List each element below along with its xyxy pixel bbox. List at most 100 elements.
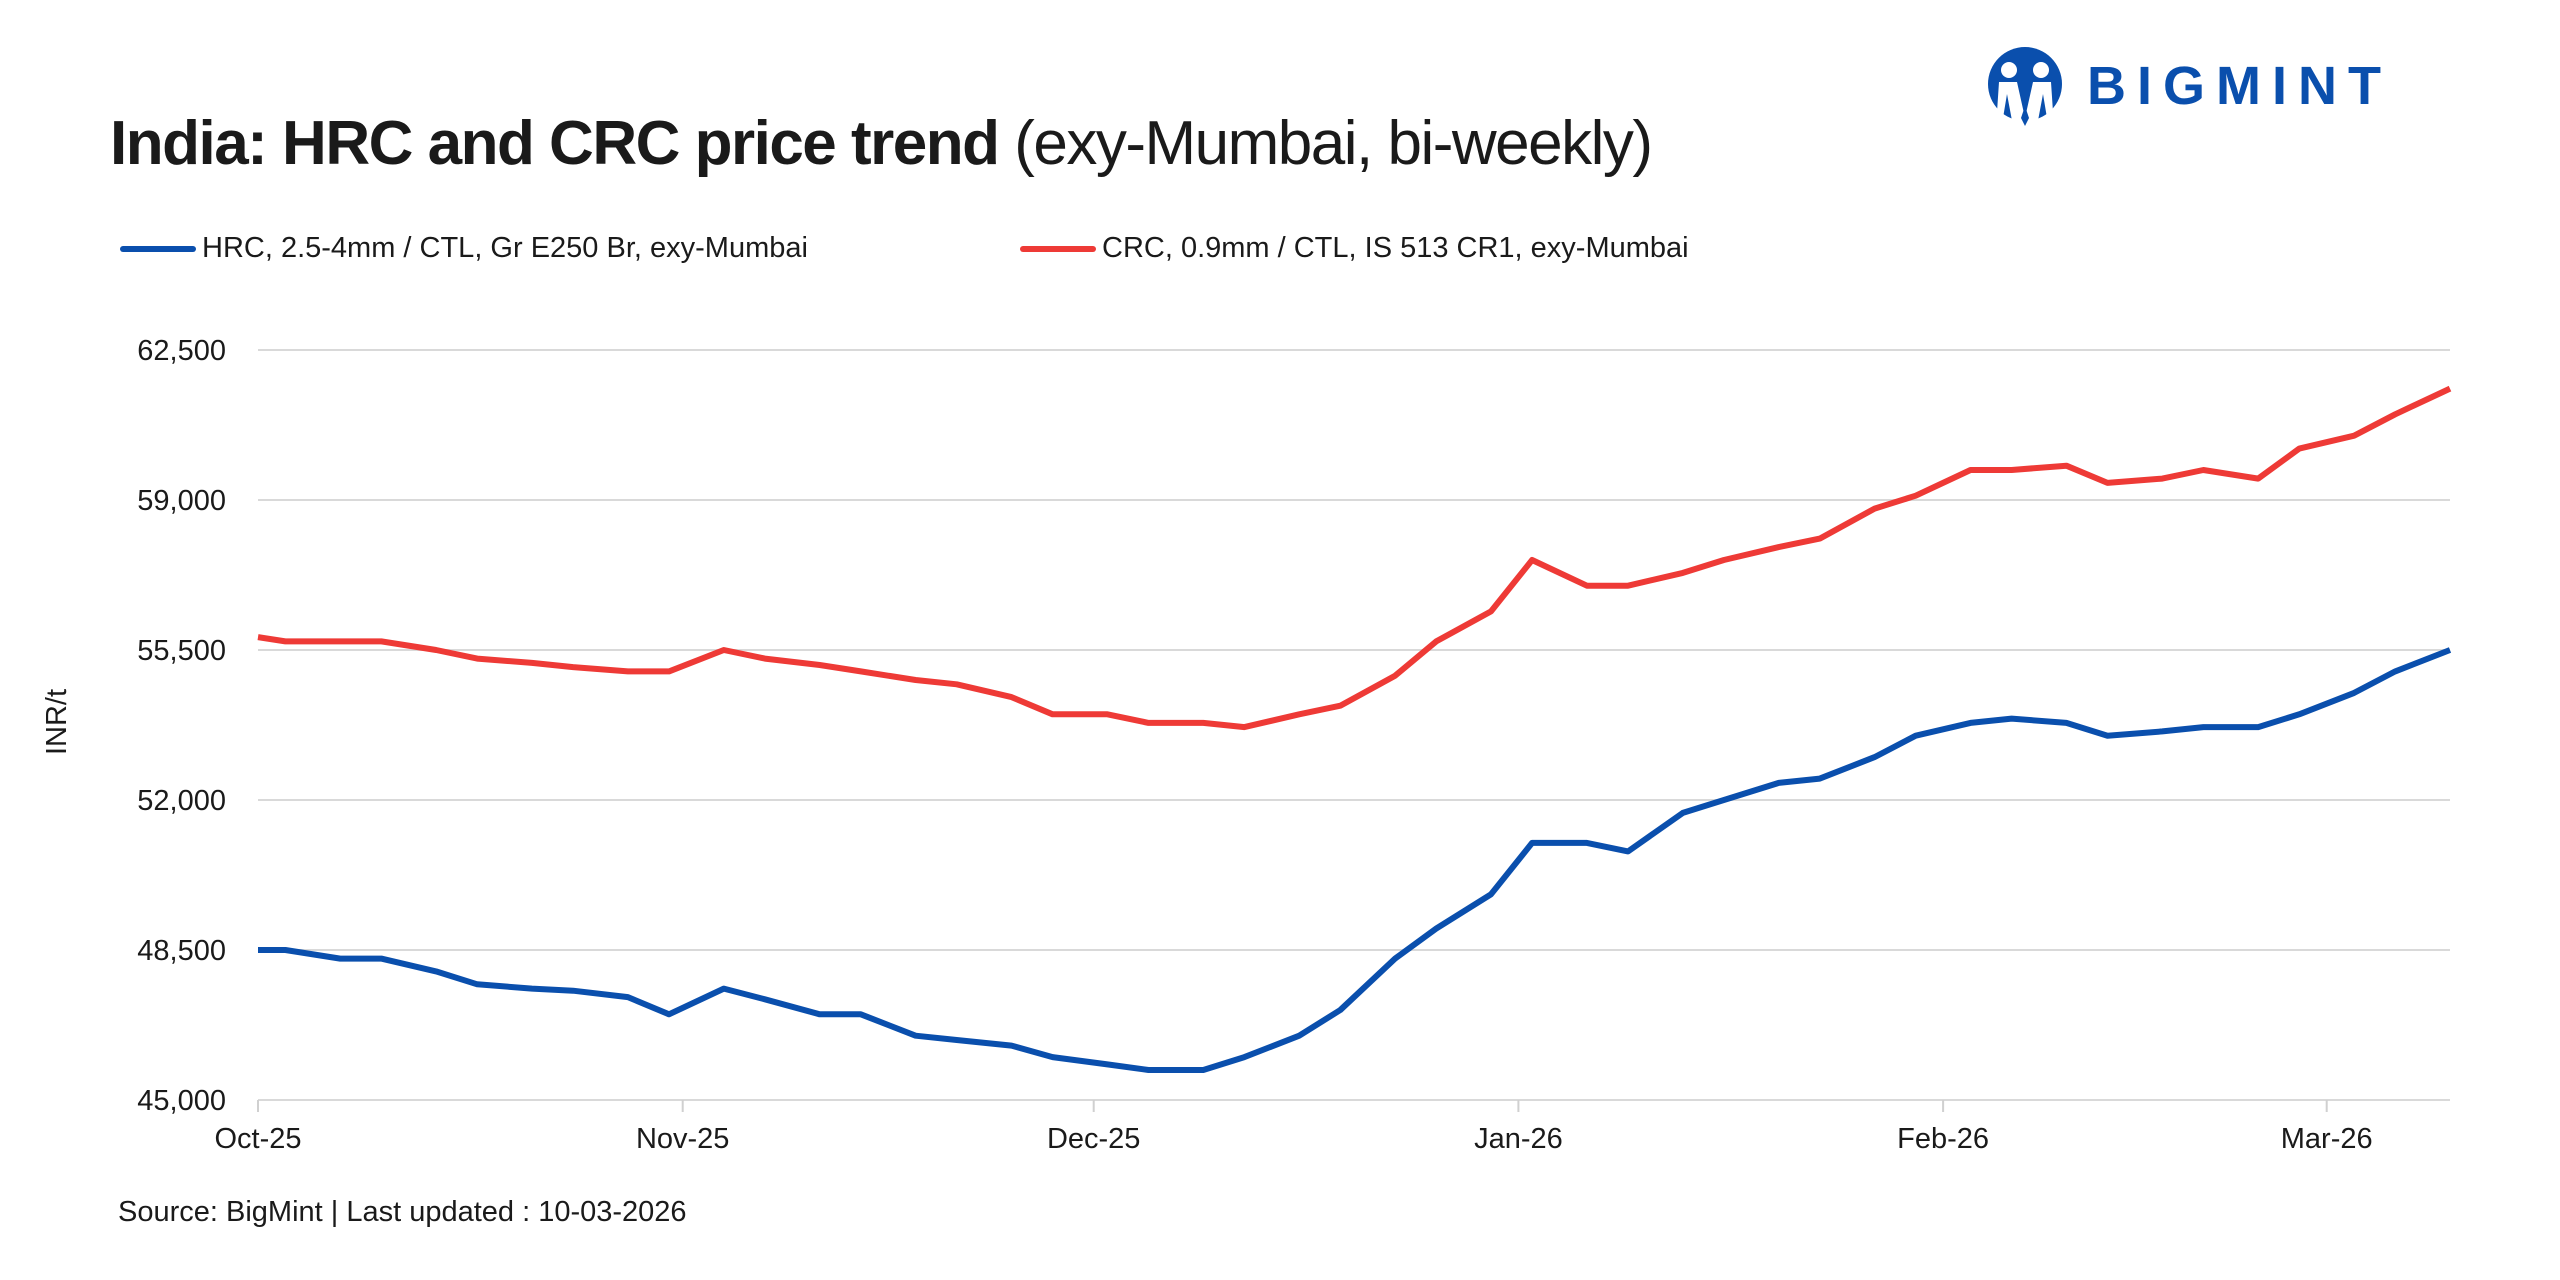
data-point-hrc [1392, 956, 1398, 962]
data-point-crc [1104, 711, 1110, 717]
data-point-crc [762, 656, 768, 662]
data-point-hrc [255, 947, 261, 953]
data-point-crc [1529, 557, 1535, 563]
data-point-crc [625, 668, 631, 674]
data-point-hrc [2351, 690, 2357, 696]
data-point-crc [2159, 476, 2165, 482]
data-point-crc [529, 660, 535, 666]
data-point-hrc [1913, 733, 1919, 739]
data-point-crc [1817, 536, 1823, 542]
legend-label-hrc: HRC, 2.5-4mm / CTL, Gr E250 Br, exy-Mumb… [202, 232, 808, 264]
data-point-crc [433, 647, 439, 653]
legend-item-hrc: HRC, 2.5-4mm / CTL, Gr E250 Br, exy-Mumb… [120, 232, 808, 265]
data-point-crc [1392, 673, 1398, 679]
data-point-hrc [2392, 668, 2398, 674]
data-point-crc [1241, 724, 1247, 730]
data-point-hrc [1680, 810, 1686, 816]
data-point-hrc [474, 981, 480, 987]
data-point-hrc [1050, 1054, 1056, 1060]
data-point-crc [1776, 544, 1782, 550]
y-tick-label: 48,500 [137, 935, 226, 967]
y-tick-label: 55,500 [137, 635, 226, 667]
data-point-hrc [2105, 733, 2111, 739]
data-point-crc [2351, 433, 2357, 439]
chart-title: India: HRC and CRC price trend (exy-Mumb… [110, 108, 1653, 179]
data-point-crc [255, 634, 261, 640]
data-point-hrc [337, 956, 343, 962]
legend-swatch-hrc [120, 245, 196, 252]
legend-label-crc: CRC, 0.9mm / CTL, IS 513 CR1, exy-Mumbai [1102, 232, 1689, 264]
chart-title-main: India: HRC and CRC price trend [110, 109, 1000, 178]
data-point-crc [721, 647, 727, 653]
data-point-hrc [529, 986, 535, 992]
data-point-crc [666, 668, 672, 674]
data-point-crc [1337, 703, 1343, 709]
data-point-hrc [1872, 754, 1878, 760]
data-point-crc [2105, 480, 2111, 486]
data-point-hrc [1721, 797, 1727, 803]
x-tick-label: Mar-26 [2281, 1123, 2373, 1155]
y-tick-label: 52,000 [137, 785, 226, 817]
data-point-hrc [625, 994, 631, 1000]
data-point-crc [858, 668, 864, 674]
data-point-crc [1968, 467, 1974, 473]
y-axis-label: INR/t [41, 689, 73, 755]
data-point-crc [1721, 557, 1727, 563]
data-point-hrc [1296, 1033, 1302, 1039]
data-point-crc [1433, 638, 1439, 644]
data-point-crc [1625, 583, 1631, 589]
data-point-hrc [721, 986, 727, 992]
data-point-hrc [1200, 1067, 1206, 1073]
data-point-crc [1913, 493, 1919, 499]
legend-swatch-crc [1020, 245, 1096, 252]
data-point-hrc [1488, 891, 1494, 897]
x-tick-label: Feb-26 [1897, 1123, 1989, 1155]
data-point-crc [2063, 463, 2069, 469]
data-point-crc [337, 638, 343, 644]
data-point-crc [2200, 467, 2206, 473]
data-point-crc [2009, 467, 2015, 473]
data-point-crc [1872, 506, 1878, 512]
data-point-hrc [2063, 720, 2069, 726]
data-point-hrc [2159, 728, 2165, 734]
data-point-crc [1050, 711, 1056, 717]
data-point-hrc [2009, 716, 2015, 722]
data-point-hrc [1009, 1043, 1015, 1049]
x-tick-label: Dec-25 [1047, 1123, 1141, 1155]
legend-item-crc: CRC, 0.9mm / CTL, IS 513 CR1, exy-Mumbai [1020, 232, 1689, 265]
bigmint-logo: BIGMINT [1985, 46, 2392, 126]
data-point-hrc [1104, 1061, 1110, 1067]
data-point-crc [2447, 386, 2453, 392]
data-point-crc [1584, 583, 1590, 589]
data-point-hrc [378, 956, 384, 962]
x-tick-label: Nov-25 [636, 1123, 730, 1155]
data-point-hrc [2200, 724, 2206, 730]
series-line-crc [257, 385, 2452, 731]
data-point-crc [474, 656, 480, 662]
data-point-crc [2392, 411, 2398, 417]
data-point-hrc [1817, 776, 1823, 782]
data-point-hrc [2255, 724, 2261, 730]
data-point-hrc [858, 1011, 864, 1017]
data-point-crc [2255, 476, 2261, 482]
data-point-crc [1488, 608, 1494, 614]
data-point-hrc [282, 947, 288, 953]
data-point-crc [282, 638, 288, 644]
bigmint-people-icon [1988, 47, 2062, 126]
data-point-crc [1296, 711, 1302, 717]
data-point-hrc [2447, 647, 2453, 653]
source-note: Source: BigMint | Last updated : 10-03-2… [118, 1196, 687, 1228]
data-point-hrc [666, 1011, 672, 1017]
y-tick-label: 45,000 [137, 1085, 226, 1117]
data-point-hrc [954, 1037, 960, 1043]
data-point-hrc [1337, 1007, 1343, 1013]
data-point-hrc [1529, 840, 1535, 846]
x-tick-label: Jan-26 [1474, 1123, 1563, 1155]
data-point-crc [1009, 694, 1015, 700]
data-point-crc [954, 681, 960, 687]
y-tick-label: 59,000 [137, 485, 226, 517]
data-point-hrc [2296, 711, 2302, 717]
data-point-hrc [1146, 1067, 1152, 1073]
data-point-hrc [1241, 1054, 1247, 1060]
data-point-hrc [1584, 840, 1590, 846]
